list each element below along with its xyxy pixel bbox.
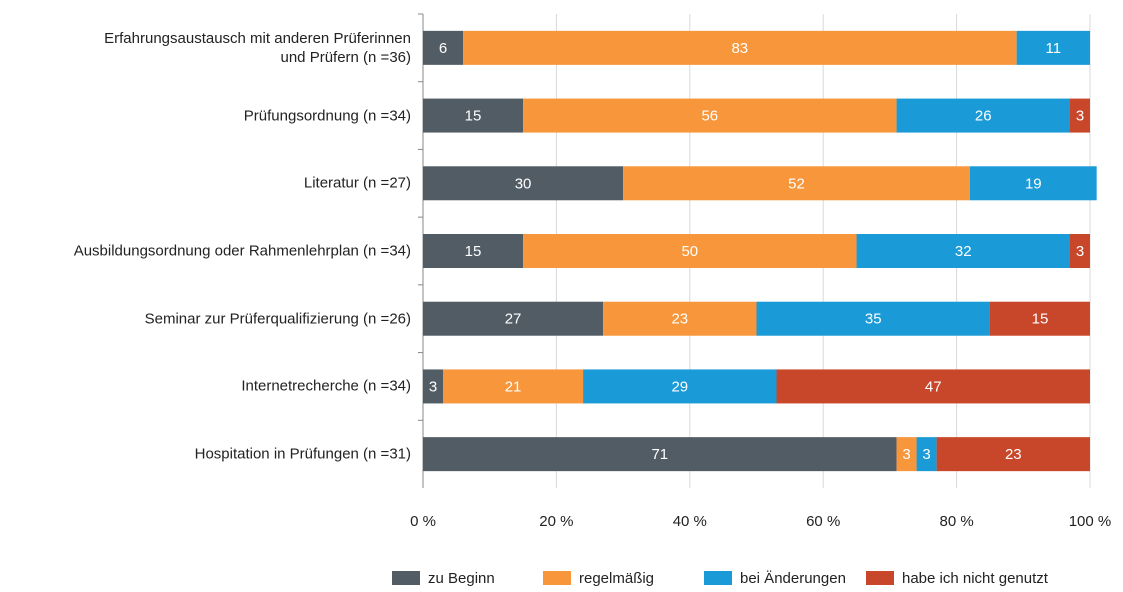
legend-label: habe ich nicht genutzt bbox=[902, 570, 1049, 587]
data-label: 83 bbox=[731, 40, 748, 57]
bar-segment bbox=[1016, 30, 1090, 65]
bar-segment bbox=[523, 234, 857, 268]
legend-swatch bbox=[543, 571, 571, 585]
bar-segment bbox=[896, 437, 917, 472]
bar-segment bbox=[423, 234, 524, 268]
bar-segment bbox=[423, 30, 464, 65]
legend-label: regelmäßig bbox=[579, 570, 654, 587]
data-label: 19 bbox=[1025, 175, 1042, 192]
x-tick-label: 60 % bbox=[806, 513, 840, 530]
bar-segment bbox=[1069, 98, 1090, 133]
data-label: 47 bbox=[925, 378, 942, 395]
data-label: 30 bbox=[515, 175, 532, 192]
data-label: 21 bbox=[505, 378, 522, 395]
legend-label: zu Beginn bbox=[428, 570, 495, 587]
data-label: 32 bbox=[955, 243, 972, 260]
x-tick-label: 20 % bbox=[539, 513, 573, 530]
y-tick-label: Ausbildungsordnung oder Rahmenlehrplan (… bbox=[73, 242, 411, 260]
data-label: 29 bbox=[671, 378, 688, 395]
data-label: 23 bbox=[671, 311, 688, 328]
data-label: 35 bbox=[865, 311, 882, 328]
bar-segment bbox=[463, 30, 1017, 65]
bar-segment bbox=[856, 234, 1070, 268]
bar-segment bbox=[896, 98, 1070, 133]
legend-swatch bbox=[392, 571, 420, 585]
bar-segment bbox=[423, 369, 444, 404]
bar-segment bbox=[936, 437, 1090, 472]
bar-segment bbox=[1069, 234, 1090, 268]
data-label: 3 bbox=[922, 446, 930, 463]
data-label: 3 bbox=[1076, 243, 1084, 260]
data-label: 71 bbox=[651, 446, 668, 463]
bar-segment bbox=[603, 301, 757, 336]
bar-segment bbox=[423, 301, 604, 336]
bar-segment bbox=[916, 437, 937, 472]
data-label: 27 bbox=[505, 311, 522, 328]
y-tick-label: Prüfungsordnung (n =34) bbox=[243, 107, 411, 125]
legend-swatch bbox=[704, 571, 732, 585]
data-label: 3 bbox=[429, 378, 437, 395]
x-tick-label: 40 % bbox=[673, 513, 707, 530]
data-label: 15 bbox=[465, 108, 482, 125]
data-label: 26 bbox=[975, 108, 992, 125]
data-label: 56 bbox=[701, 108, 718, 125]
bar-segment bbox=[969, 166, 1097, 201]
data-label: 11 bbox=[1046, 40, 1062, 57]
bar-segment bbox=[423, 437, 897, 472]
data-label: 15 bbox=[1032, 311, 1049, 328]
bar-segment bbox=[423, 166, 624, 201]
data-label: 6 bbox=[439, 40, 447, 57]
bar-segment bbox=[443, 369, 584, 404]
bar-segment bbox=[423, 98, 524, 133]
y-tick-label: Erfahrungsaustausch mit anderen Prüferin… bbox=[104, 29, 411, 66]
legend-swatch bbox=[866, 571, 894, 585]
x-tick-label: 80 % bbox=[939, 513, 973, 530]
bar-segment bbox=[583, 369, 777, 404]
y-tick-label: Hospitation in Prüfungen (n =31) bbox=[194, 445, 411, 463]
data-label: 52 bbox=[788, 175, 805, 192]
bar-segment bbox=[523, 98, 897, 133]
bar-segment bbox=[623, 166, 970, 201]
y-tick-label: Internetrecherche (n =34) bbox=[241, 377, 411, 395]
y-tick-label: Literatur (n =27) bbox=[303, 174, 411, 192]
bar-segment bbox=[756, 301, 990, 336]
data-label: 3 bbox=[1076, 108, 1084, 125]
legend-label: bei Änderungen bbox=[740, 570, 846, 587]
data-label: 3 bbox=[902, 446, 910, 463]
data-label: 15 bbox=[465, 243, 482, 260]
data-label: 50 bbox=[681, 243, 698, 260]
y-tick-label: Seminar zur Prüferqualifizierung (n =26) bbox=[144, 310, 411, 328]
bar-segment bbox=[989, 301, 1090, 336]
x-tick-label: 100 % bbox=[1069, 513, 1112, 530]
x-tick-label: 0 % bbox=[410, 513, 436, 530]
bar-segment bbox=[776, 369, 1090, 404]
data-label: 23 bbox=[1005, 446, 1022, 463]
